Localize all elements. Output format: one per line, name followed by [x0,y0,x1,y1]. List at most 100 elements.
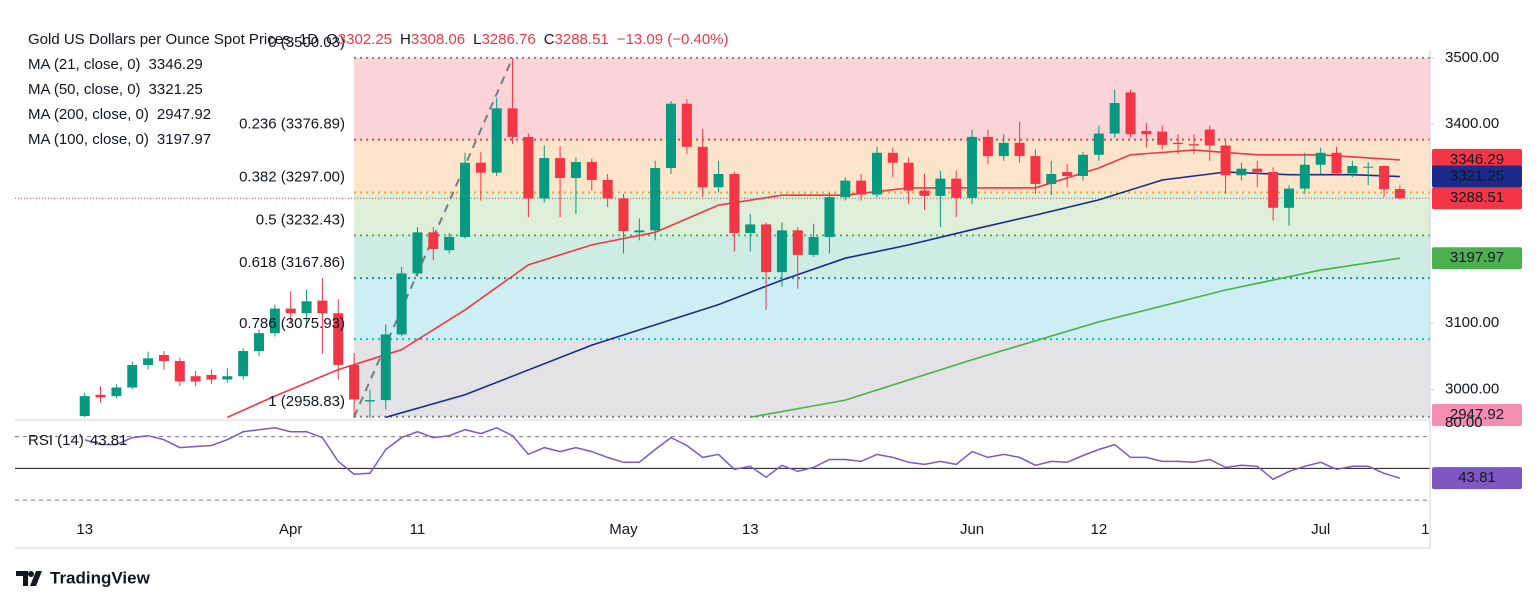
candle-body [602,179,613,199]
candle-body [1093,133,1104,155]
ohlc-key: C [544,31,555,48]
candle-body [1157,131,1168,145]
x-tick-label: Jun [960,521,984,538]
legend-value: 2947.92 [157,106,211,123]
header: Gold US Dollars per Ounce Spot Prices, 1… [28,31,729,48]
candle-body [158,355,169,361]
fib-zone [354,235,1430,279]
candle-body [95,394,106,398]
candle-body [317,300,328,314]
rsi-legend-name: RSI (14) [28,432,84,449]
ohlc-value: 3286.76 [481,31,535,48]
moving-average-line [385,171,1400,418]
moving-average-line [750,257,1401,418]
candle-body [570,162,581,178]
candle-body [776,230,787,273]
header-title: Gold US Dollars per Ounce Spot Prices, 1… [28,31,318,48]
ohlc-key: O [326,31,338,48]
candle-body [967,136,978,198]
candle-body [111,387,122,397]
candle-body [254,333,265,352]
moving-average-line [226,149,1400,418]
price-badge [1432,467,1522,490]
brand-name: TradingView [50,568,151,587]
rsi-tick-label: 80.00 [1445,414,1483,431]
candle-body [1141,130,1152,135]
fib-label: 0 (3500.03) [268,34,345,51]
candle-body [919,190,930,196]
fib-zone [354,339,1430,417]
candle-body [412,232,423,274]
candle-body [349,364,360,400]
fib-zone [354,192,1430,236]
candle-body [1236,168,1247,176]
price-badge [1432,148,1522,171]
logo-mark [16,571,42,586]
legend-value: 3321.25 [149,81,203,98]
candle-body [396,273,407,335]
brand-logo [16,571,42,586]
x-tick-label: 12 [1090,521,1107,538]
legend-name: MA (50, close, 0) [28,81,141,98]
candle-body [491,108,502,173]
candle-body [1109,103,1120,134]
candle-body [1347,166,1358,174]
candle-body [697,146,708,188]
x-tick-label: May [609,521,638,538]
price-badge-label: 3321.25 [1450,167,1504,184]
candle-body [618,198,629,232]
candle-body [1363,166,1374,168]
candle-body [507,108,518,137]
candle-body [1030,156,1041,184]
price-change: −13.09 (−0.40%) [617,31,729,48]
candle-body [856,180,867,195]
candle-body [681,103,692,147]
price-badge-label: 2947.92 [1450,406,1504,423]
candle-body [222,376,233,380]
fib-label: 0.786 (3075.93) [239,315,345,332]
ohlc-value: 3288.51 [555,31,609,48]
fib-zone [354,139,1430,193]
candle-body [1173,142,1184,145]
candle-body [79,396,90,417]
candle-body [634,230,645,233]
x-tick-label: 13 [76,521,93,538]
fib-label: 0.236 (3376.89) [239,116,345,133]
candle-body [792,230,803,255]
candle-body [269,308,280,334]
rsi-layer [15,426,1430,501]
candle-body [333,313,344,365]
candle-body [982,136,993,157]
candle-body [666,103,677,169]
candle-body [555,158,566,178]
candle-body [1062,172,1073,176]
candle-body [238,351,249,377]
candle-body [1299,164,1310,189]
x-tick-label: Jul [1311,521,1330,538]
candle-body [998,142,1009,157]
rsi-line [84,426,1401,481]
candle-body [951,178,962,198]
candle-body [935,178,946,196]
fib-label: 0.5 (3232.43) [256,211,345,228]
candle-body [444,236,455,251]
candle-body [523,136,534,199]
candle-body [1394,189,1405,199]
candle-body [586,162,597,180]
candle-body [364,400,375,402]
candle-body [380,334,391,401]
candle-body [1283,188,1294,208]
ohlc-key: H [400,31,411,48]
fib-label: 0.618 (3167.86) [239,254,345,271]
candle-body [539,158,550,199]
ohlc-key: L [473,31,481,48]
candle-body [1331,152,1342,174]
candle-body [713,173,724,188]
y-tick-label: 3000.00 [1445,380,1499,397]
candle-body [1014,142,1025,157]
fib-zone [354,278,1430,340]
price-layer [15,57,1430,418]
ohlc-value: 3302.25 [338,31,392,48]
candle-body [650,168,661,231]
